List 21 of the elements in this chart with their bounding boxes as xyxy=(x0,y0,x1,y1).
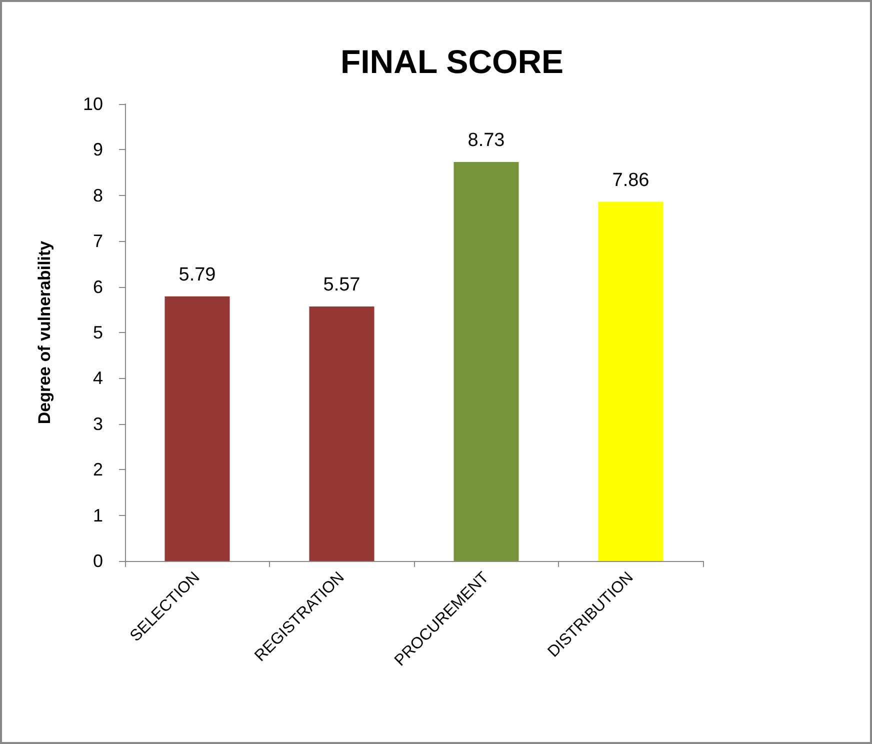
data-label: 5.79 xyxy=(178,264,216,286)
y-tick-label: 8 xyxy=(92,185,103,206)
y-tick-label: 9 xyxy=(92,140,103,160)
chart-title: FINAL SCORE xyxy=(340,43,564,80)
data-label: 8.73 xyxy=(468,130,505,152)
y-tick-label: 3 xyxy=(92,414,103,434)
y-tick-label: 4 xyxy=(92,368,103,388)
bar xyxy=(164,296,230,561)
y-tick-label: 2 xyxy=(92,460,103,480)
y-tick-label: 1 xyxy=(92,505,103,526)
y-tick-label: 7 xyxy=(92,231,103,252)
y-tick-label: 10 xyxy=(82,94,103,114)
data-label: 5.57 xyxy=(323,274,360,296)
bar xyxy=(598,202,664,561)
y-tick-label: 6 xyxy=(92,276,103,297)
y-tick-label: 5 xyxy=(92,322,103,342)
data-label: 7.86 xyxy=(612,170,650,191)
bar xyxy=(454,162,519,561)
y-axis-title: Degree of vulnerability xyxy=(35,240,54,424)
bar xyxy=(309,306,374,561)
y-tick-label: 0 xyxy=(92,551,103,571)
